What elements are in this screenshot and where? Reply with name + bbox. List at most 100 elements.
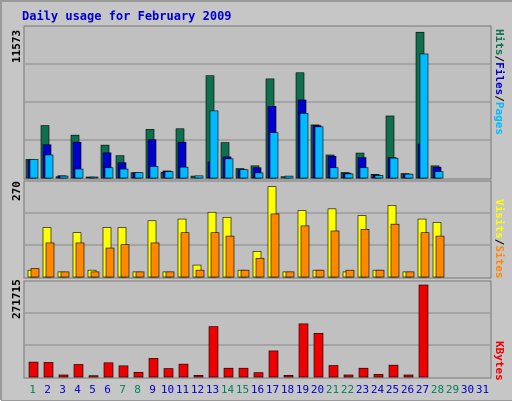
bar-pages-day-20 bbox=[315, 127, 323, 178]
bar-kbytes-day-24 bbox=[374, 374, 383, 377]
bar-kbytes-day-1 bbox=[29, 362, 38, 377]
x-label-day-17: 17 bbox=[266, 383, 279, 396]
bar-pages-day-17 bbox=[270, 133, 278, 178]
bar-pages-day-5 bbox=[90, 177, 98, 178]
bar-sites-day-24 bbox=[376, 270, 384, 277]
bar-kbytes-day-17 bbox=[269, 351, 278, 377]
legend-files: Files bbox=[493, 62, 506, 95]
bar-sites-day-5 bbox=[91, 272, 99, 277]
bar-sites-day-13 bbox=[211, 233, 219, 277]
bar-sites-day-10 bbox=[166, 272, 174, 277]
bar-kbytes-day-11 bbox=[179, 364, 188, 377]
bar-kbytes-day-8 bbox=[134, 372, 143, 377]
bar-pages-day-15 bbox=[240, 170, 248, 178]
x-label-day-11: 11 bbox=[176, 383, 189, 396]
bar-pages-day-28 bbox=[435, 172, 443, 178]
bar-sites-day-4 bbox=[76, 243, 84, 277]
bar-pages-day-22 bbox=[345, 174, 353, 178]
bar-kbytes-day-3 bbox=[59, 375, 68, 377]
bar-sites-day-25 bbox=[391, 224, 399, 277]
bar-sites-day-20 bbox=[316, 270, 324, 277]
bar-sites-day-15 bbox=[241, 270, 249, 277]
x-label-day-6: 6 bbox=[104, 383, 111, 396]
x-label-day-10: 10 bbox=[161, 383, 174, 396]
bar-pages-day-25 bbox=[390, 158, 398, 178]
bar-pages-day-9 bbox=[150, 166, 158, 178]
bar-kbytes-day-2 bbox=[44, 362, 53, 377]
bar-sites-day-17 bbox=[271, 214, 279, 277]
bar-kbytes-day-4 bbox=[74, 364, 83, 377]
bar-kbytes-day-21 bbox=[329, 365, 338, 377]
bar-kbytes-day-15 bbox=[239, 368, 248, 377]
bar-kbytes-day-22 bbox=[344, 375, 353, 377]
bar-sites-day-21 bbox=[331, 231, 339, 277]
bar-pages-day-24 bbox=[375, 175, 383, 178]
bar-kbytes-day-23 bbox=[359, 368, 368, 377]
x-label-day-7: 7 bbox=[119, 383, 126, 396]
x-label-day-18: 18 bbox=[281, 383, 294, 396]
bar-pages-day-1 bbox=[30, 159, 38, 178]
legend-sites: Sites bbox=[493, 245, 506, 278]
bar-kbytes-day-26 bbox=[404, 375, 413, 377]
bar-pages-day-19 bbox=[300, 113, 308, 178]
x-label-day-30: 30 bbox=[461, 383, 474, 396]
legend-hits: Hits bbox=[493, 29, 506, 56]
bar-sites-day-7 bbox=[121, 245, 129, 277]
bar-kbytes-day-18 bbox=[284, 375, 293, 377]
bar-sites-day-12 bbox=[196, 270, 204, 277]
chart-title: Daily usage for February 2009 bbox=[22, 9, 232, 23]
bar-sites-day-26 bbox=[406, 272, 414, 277]
bar-kbytes-day-13 bbox=[209, 327, 218, 377]
bar-kbytes-day-16 bbox=[254, 373, 263, 377]
bar-sites-day-14 bbox=[226, 236, 234, 277]
bar-pages-day-12 bbox=[195, 176, 203, 178]
x-label-day-21: 21 bbox=[326, 383, 339, 396]
bar-sites-day-28 bbox=[436, 236, 444, 277]
x-label-day-14: 14 bbox=[221, 383, 235, 396]
bar-sites-day-1 bbox=[31, 268, 39, 277]
x-label-day-13: 13 bbox=[206, 383, 219, 396]
bar-pages-day-18 bbox=[285, 176, 293, 178]
bar-kbytes-day-5 bbox=[89, 376, 98, 377]
bar-sites-day-22 bbox=[346, 270, 354, 277]
visits-axis-max: 270 bbox=[10, 181, 23, 201]
x-label-day-29: 29 bbox=[446, 383, 459, 396]
bar-sites-day-19 bbox=[301, 226, 309, 277]
bar-kbytes-day-14 bbox=[224, 368, 233, 377]
x-label-day-26: 26 bbox=[401, 383, 414, 396]
svg-text:Visits/Sites: Visits/Sites bbox=[493, 199, 506, 279]
x-label-day-31: 31 bbox=[476, 383, 489, 396]
legend-kbytes: KBytes bbox=[493, 341, 506, 381]
x-label-day-16: 16 bbox=[251, 383, 264, 396]
bar-sites-day-16 bbox=[256, 258, 264, 277]
bar-kbytes-day-6 bbox=[104, 363, 113, 377]
x-label-day-27: 27 bbox=[416, 383, 429, 396]
bar-pages-day-7 bbox=[120, 169, 128, 178]
bar-pages-day-2 bbox=[45, 155, 53, 178]
bar-sites-day-3 bbox=[61, 272, 69, 277]
x-label-day-12: 12 bbox=[191, 383, 204, 396]
bar-sites-day-2 bbox=[46, 243, 54, 277]
bar-pages-day-8 bbox=[135, 173, 143, 178]
bar-kbytes-day-10 bbox=[164, 369, 173, 377]
x-label-day-3: 3 bbox=[59, 383, 66, 396]
bar-sites-day-27 bbox=[421, 233, 429, 277]
bar-pages-day-21 bbox=[330, 168, 338, 178]
bar-kbytes-day-27 bbox=[419, 285, 428, 377]
bar-sites-day-23 bbox=[361, 229, 369, 277]
x-label-day-4: 4 bbox=[74, 383, 81, 396]
bar-pages-day-16 bbox=[255, 173, 263, 178]
bar-kbytes-day-7 bbox=[119, 366, 128, 377]
bar-sites-day-11 bbox=[181, 233, 189, 277]
x-label-day-2: 2 bbox=[44, 383, 51, 396]
bar-pages-day-3 bbox=[60, 176, 68, 178]
bar-pages-day-23 bbox=[360, 168, 368, 178]
legend-visits: Visits bbox=[493, 199, 506, 239]
bar-pages-day-14 bbox=[225, 159, 233, 178]
bar-pages-day-27 bbox=[420, 54, 428, 178]
x-label-day-9: 9 bbox=[149, 383, 156, 396]
x-label-day-28: 28 bbox=[431, 383, 444, 396]
x-label-day-23: 23 bbox=[356, 383, 369, 396]
